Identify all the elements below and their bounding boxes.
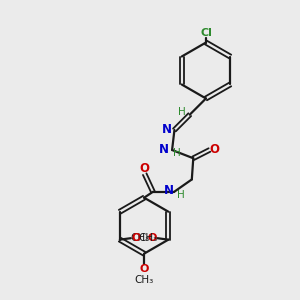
Text: CH₃: CH₃ — [134, 275, 154, 285]
Text: H: H — [172, 148, 180, 158]
Text: O: O — [140, 264, 149, 274]
Text: CH₃: CH₃ — [130, 233, 149, 243]
Text: O: O — [210, 143, 220, 157]
Text: O: O — [148, 233, 157, 243]
Text: O: O — [140, 162, 150, 175]
Text: N: N — [164, 184, 174, 197]
Text: H: H — [178, 107, 185, 117]
Text: CH₃: CH₃ — [139, 233, 158, 243]
Text: O: O — [131, 233, 141, 243]
Text: Cl: Cl — [200, 28, 212, 38]
Text: N: N — [159, 143, 169, 156]
Text: H: H — [177, 190, 184, 200]
Text: N: N — [161, 124, 172, 136]
